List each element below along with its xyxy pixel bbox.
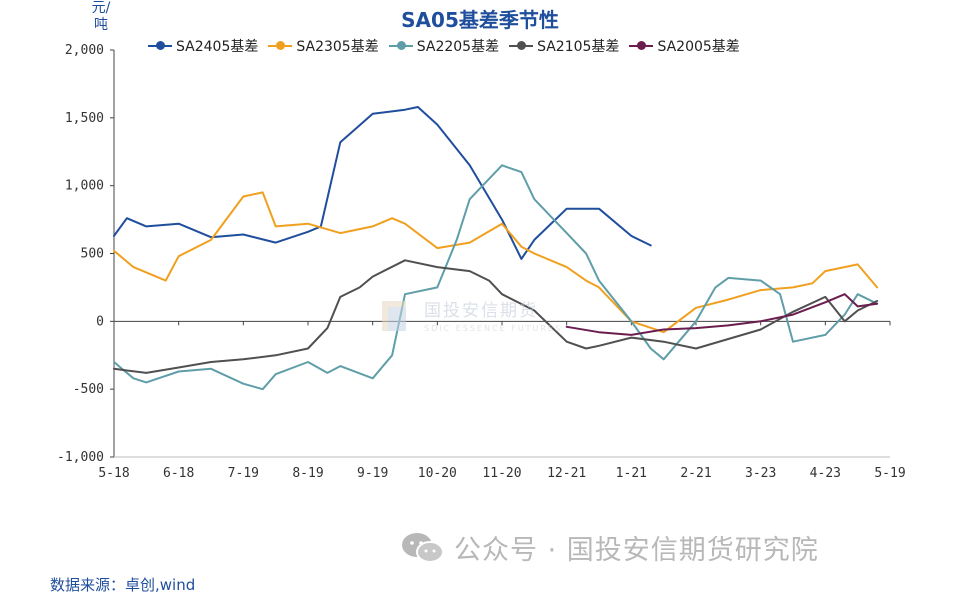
series-line-SA2405基差 [113, 106, 652, 260]
y-tick-label: 1,000 [65, 179, 104, 194]
legend-label: SA2405基差 [176, 39, 259, 55]
watermark-logo-icon [380, 297, 410, 333]
x-tick-label: 5-18 [98, 466, 129, 481]
watermark: 国投安信期货 SDIC ESSENCE FUTURES [380, 296, 562, 333]
legend-item: SA2205基差 [388, 36, 500, 56]
x-tick-label: 7-19 [228, 466, 259, 481]
legend-item: SA2105基差 [509, 36, 619, 56]
chart-legend: SA2405基差 SA2305基差 SA2205基差 SA2105基差 SA2005基差 [148, 36, 750, 56]
y-tick-label: 0 [96, 314, 104, 329]
legend-label: SA2205基差 [416, 39, 500, 55]
legend-label: SA2105基差 [537, 39, 620, 55]
footer-brand: 公众号 · 国投安信期货研究院 [400, 528, 819, 567]
legend-swatch [509, 41, 534, 50]
legend-swatch [388, 41, 413, 50]
chart-title: SA05基差季节性 [401, 8, 559, 32]
data-source: 数据来源：卓创,wind [50, 576, 196, 594]
x-tick-label: 11-20 [482, 466, 521, 481]
x-tick-label: 8-19 [292, 466, 323, 481]
y-tick-label: 1,500 [65, 111, 104, 126]
legend-label: SA2305基差 [296, 39, 379, 55]
series-line-SA2105基差 [113, 259, 879, 374]
x-tick-label: 4-23 [810, 466, 841, 481]
legend-label: SA2005基差 [657, 39, 740, 55]
y-axis-unit: 元/吨 [91, 0, 111, 33]
watermark-text: 国投安信期货 [424, 301, 538, 321]
x-tick-label: 10-20 [418, 466, 457, 481]
legend-item: SA2305基差 [268, 36, 379, 56]
x-tick-label: 1-21 [616, 466, 647, 481]
legend-swatch [268, 41, 293, 50]
legend-swatch [148, 41, 172, 50]
y-tick-label: 500 [81, 247, 104, 262]
x-tick-label: 3-23 [745, 466, 776, 481]
x-tick-label: 9-19 [357, 466, 388, 481]
series-line-SA2205基差 [113, 164, 879, 391]
y-tick-label: -1,000 [57, 450, 104, 465]
x-tick-label: 5-19 [874, 466, 905, 481]
x-tick-label: 6-18 [163, 466, 194, 481]
watermark-subtext: SDIC ESSENCE FUTURES [424, 324, 563, 333]
y-tick-label: -500 [73, 382, 104, 397]
legend-swatch [629, 41, 654, 50]
series-line-SA2305基差 [113, 191, 879, 334]
x-tick-label: 12-21 [547, 466, 586, 481]
series-line-SA2005基差 [565, 293, 879, 336]
x-tick-label: 2-21 [680, 466, 711, 481]
legend-item: SA2005基差 [629, 36, 740, 56]
legend-item: SA2405基差 [148, 36, 258, 56]
y-tick-label: 2,000 [65, 43, 104, 58]
footer-brand-text: 公众号 · 国投安信期货研究院 [454, 535, 819, 566]
wechat-icon [400, 531, 446, 565]
